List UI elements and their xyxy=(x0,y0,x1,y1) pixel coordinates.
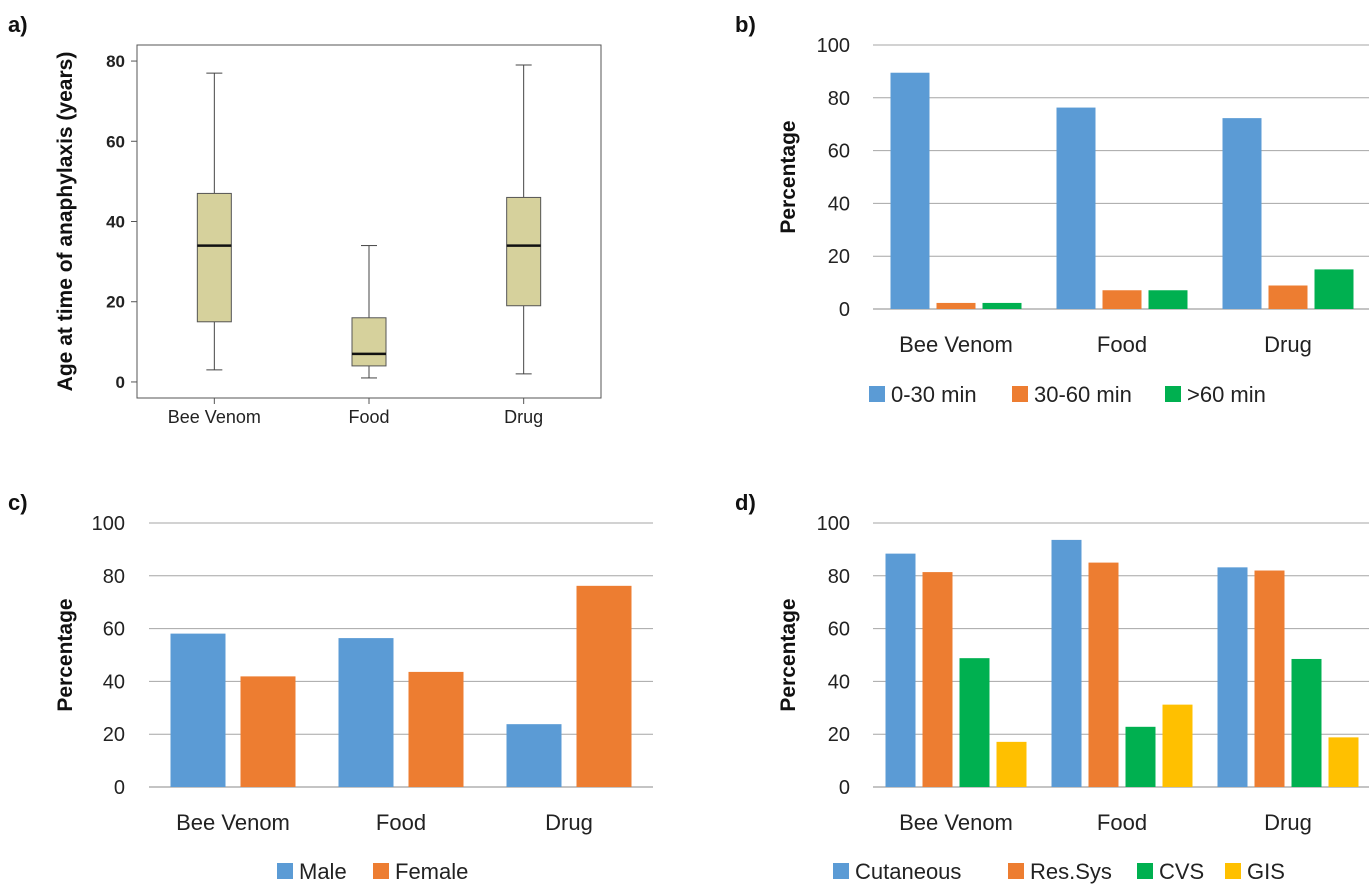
panel-d-bar-chart: d) 0 20 40 60 80 100 Bee Venom Food Drug Percentag… xyxy=(735,490,1369,884)
y-tick-label: 0 xyxy=(114,777,125,799)
y-tick-label: 20 xyxy=(103,724,125,746)
legend-swatch-0-30-min xyxy=(869,386,885,402)
legend-label-res-sys: Res.Sys xyxy=(1030,859,1112,884)
y-tick-label: 0 xyxy=(839,777,850,799)
bar-female-bee-venom xyxy=(240,676,296,787)
category-label-food: Food xyxy=(376,810,426,835)
legend-swatch-60-min xyxy=(1165,386,1181,402)
legend-label-male: Male xyxy=(299,859,347,884)
y-tick-label: 80 xyxy=(828,88,850,110)
legend-swatch-male xyxy=(277,863,293,879)
panel-label: c) xyxy=(8,490,28,515)
y-tick-label: 40 xyxy=(106,213,125,232)
legend-label-cutaneous: Cutaneous xyxy=(855,859,961,884)
category-label-drug: Drug xyxy=(545,810,593,835)
bar-60-min-food xyxy=(1148,290,1188,309)
bar-gis-food xyxy=(1162,704,1193,787)
y-tick-label: 80 xyxy=(828,566,850,588)
y-tick-label: 80 xyxy=(103,566,125,588)
bar-res-sys-bee-venom xyxy=(922,572,953,787)
panel-b-bar-chart: b) 0 20 40 60 80 100 Bee Venom Food Drug Percentag… xyxy=(735,12,1369,407)
panel-label: a) xyxy=(8,12,28,37)
legend-label-60-min: >60 min xyxy=(1187,382,1266,407)
legend-label-0-30-min: 0-30 min xyxy=(891,382,977,407)
y-tick-label: 20 xyxy=(828,724,850,746)
y-tick-label: 40 xyxy=(103,671,125,693)
y-tick-label: 60 xyxy=(828,141,850,163)
category-label-bee-venom: Bee Venom xyxy=(899,810,1013,835)
bar-0-30-min-food xyxy=(1056,107,1096,310)
bar-cutaneous-bee-venom xyxy=(885,553,916,787)
legend-label-gis: GIS xyxy=(1247,859,1285,884)
bar-cutaneous-food xyxy=(1051,539,1082,787)
legend-label-30-60-min: 30-60 min xyxy=(1034,382,1132,407)
y-tick-label: 0 xyxy=(116,373,125,392)
bar-0-30-min-drug xyxy=(1222,118,1262,310)
y-tick-label: 100 xyxy=(92,513,125,535)
bar-60-min-drug xyxy=(1314,269,1354,309)
category-label-drug: Drug xyxy=(504,407,543,427)
box-food xyxy=(351,317,387,367)
bar-60-min-bee-venom xyxy=(982,302,1022,309)
y-tick-label: 100 xyxy=(817,513,850,535)
bar-cvs-food xyxy=(1125,726,1156,787)
panel-a-boxplot: a) 0 20 40 60 80 Bee Venom Food Drug Age at time … xyxy=(8,12,602,427)
bar-cvs-drug xyxy=(1291,658,1322,787)
panel-label: b) xyxy=(735,12,756,37)
legend-swatch-cutaneous xyxy=(833,863,849,879)
bar-female-food xyxy=(408,671,464,787)
bar-male-bee-venom xyxy=(170,633,226,787)
y-tick-label: 20 xyxy=(828,246,850,268)
bar-res-sys-drug xyxy=(1254,570,1285,787)
bar-male-food xyxy=(338,638,394,787)
category-label-food: Food xyxy=(1097,332,1147,357)
legend-swatch-res-sys xyxy=(1008,863,1024,879)
category-label-food: Food xyxy=(348,407,389,427)
legend-swatch-30-60-min xyxy=(1012,386,1028,402)
panel-label: d) xyxy=(735,490,756,515)
legend-swatch-female xyxy=(373,863,389,879)
bar-res-sys-food xyxy=(1088,562,1119,787)
bar-female-drug xyxy=(576,585,632,787)
legend-swatch-cvs xyxy=(1137,863,1153,879)
y-tick-label: 0 xyxy=(839,299,850,321)
category-label-drug: Drug xyxy=(1264,332,1312,357)
y-axis-label: Percentage xyxy=(777,598,800,711)
panel-c-bar-chart: c) 0 20 40 60 80 100 Bee Venom Food Drug Percentag… xyxy=(8,490,653,884)
y-tick-label: 60 xyxy=(103,619,125,641)
y-tick-label: 20 xyxy=(106,293,125,312)
category-label-drug: Drug xyxy=(1264,810,1312,835)
legend-label-female: Female xyxy=(395,859,468,884)
y-tick-label: 40 xyxy=(828,671,850,693)
bar-male-drug xyxy=(506,724,562,787)
bar-30-60-min-food xyxy=(1102,290,1142,309)
category-label-bee-venom: Bee Venom xyxy=(899,332,1013,357)
y-tick-label: 60 xyxy=(106,132,125,151)
y-tick-label: 40 xyxy=(828,193,850,215)
y-tick-label: 60 xyxy=(828,619,850,641)
box-drug xyxy=(506,196,542,307)
y-tick-label: 80 xyxy=(106,52,125,71)
legend-label-cvs: CVS xyxy=(1159,859,1204,884)
category-label-food: Food xyxy=(1097,810,1147,835)
bar-30-60-min-bee-venom xyxy=(936,302,976,309)
bar-0-30-min-bee-venom xyxy=(890,72,930,309)
box-bee-venom xyxy=(196,192,232,323)
legend-swatch-gis xyxy=(1225,863,1241,879)
bar-gis-drug xyxy=(1328,737,1359,787)
category-label-bee-venom: Bee Venom xyxy=(176,810,290,835)
y-axis-label: Percentage xyxy=(777,120,800,233)
bar-30-60-min-drug xyxy=(1268,285,1308,309)
y-axis-label: Age at time of anaphylaxis (years) xyxy=(54,52,77,392)
bar-gis-bee-venom xyxy=(996,741,1027,787)
bar-cutaneous-drug xyxy=(1217,567,1248,787)
category-label-bee-venom: Bee Venom xyxy=(168,407,261,427)
y-axis-label: Percentage xyxy=(54,598,77,711)
bar-cvs-bee-venom xyxy=(959,658,990,787)
y-tick-label: 100 xyxy=(817,35,850,57)
